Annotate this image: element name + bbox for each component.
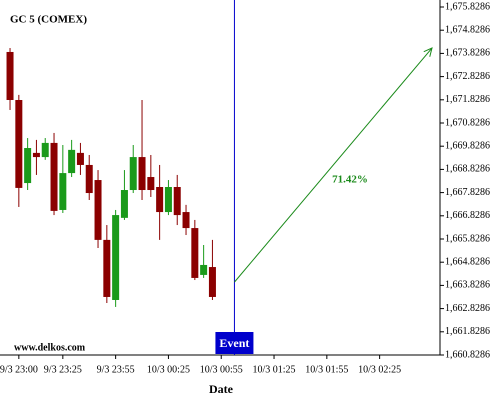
candle-body — [138, 157, 146, 191]
arrow-label: 71.42% — [332, 174, 368, 186]
candle-body — [173, 186, 181, 216]
y-tick-label: 1,666.8286 — [445, 210, 490, 221]
y-tick-label: 1,661.8286 — [445, 326, 490, 337]
candle-body — [32, 152, 40, 158]
y-tick-label: 1,663.8286 — [445, 280, 490, 291]
candle-body — [68, 149, 76, 174]
candle-body — [120, 190, 128, 218]
candle-body — [24, 148, 32, 184]
event-label: Event — [219, 336, 249, 350]
candle-body — [164, 186, 172, 213]
candle-body — [103, 239, 111, 297]
y-tick-label: 1,662.8286 — [445, 303, 490, 314]
y-tick-label: 1,672.8286 — [445, 71, 490, 82]
candle-body — [41, 142, 49, 158]
x-tick-label: 10/3 01:55 — [305, 364, 348, 375]
y-tick-label: 1,673.8286 — [445, 48, 490, 59]
x-tick-label: 10/3 01:25 — [253, 364, 296, 375]
candle-body — [76, 152, 84, 165]
candle-body — [94, 180, 102, 240]
watermark: www.delkos.com — [14, 342, 86, 353]
candle-body — [112, 215, 120, 300]
y-tick-label: 1,664.8286 — [445, 256, 490, 267]
y-tick-label: 1,675.8286 — [445, 1, 490, 12]
x-tick-label: 10/3 00:55 — [200, 364, 243, 375]
y-tick-label: 1,669.8286 — [445, 140, 490, 151]
y-tick-label: 1,660.8286 — [445, 349, 490, 360]
y-tick-label: 1,670.8286 — [445, 117, 490, 128]
event-badge — [215, 332, 254, 354]
candle-body — [182, 212, 190, 229]
x-tick-label: 9/3 23:00 — [0, 364, 38, 375]
candle-body — [15, 99, 23, 188]
candle-body — [208, 267, 216, 297]
x-tick-label: 9/3 23:55 — [97, 364, 135, 375]
y-tick-label: 1,667.8286 — [445, 187, 490, 198]
y-tick-label: 1,674.8286 — [445, 24, 490, 35]
candle-body — [59, 173, 67, 210]
arrow-head — [423, 47, 433, 57]
candle-body — [191, 228, 199, 278]
candle-body — [85, 164, 93, 194]
candle-body — [200, 264, 208, 275]
candle-body — [156, 186, 164, 213]
candle-body — [50, 142, 58, 211]
y-tick-label: 1,671.8286 — [445, 94, 490, 105]
y-tick-label: 1,665.8286 — [445, 233, 490, 244]
x-tick-label: 9/3 23:25 — [44, 364, 82, 375]
projection-arrow — [234, 47, 433, 283]
x-tick-label: 10/3 00:25 — [147, 364, 190, 375]
candle-body — [147, 177, 155, 191]
chart-title: GC 5 (COMEX) — [10, 14, 87, 26]
candle-body — [6, 51, 14, 100]
x-tick-label: 10/3 02:25 — [358, 364, 401, 375]
x-axis-title: Date — [209, 382, 234, 396]
y-tick-label: 1,668.8286 — [445, 164, 490, 175]
candle-body — [129, 157, 137, 191]
